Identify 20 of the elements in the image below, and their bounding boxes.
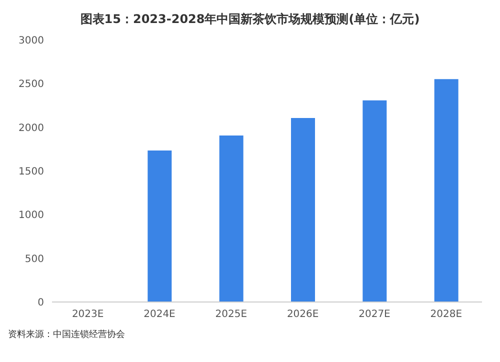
x-tick-label: 2024E bbox=[144, 309, 176, 320]
x-tick-label: 2026E bbox=[286, 309, 319, 320]
x-tick-label: 2023E bbox=[72, 309, 104, 320]
x-tick-label: 2025E bbox=[215, 309, 248, 320]
y-tick-label: 3000 bbox=[18, 36, 44, 47]
text: 资料来源：中国连锁经营协会 bbox=[8, 328, 126, 341]
y-tick-label: 1000 bbox=[18, 210, 44, 222]
x-tick-label: 2028E bbox=[430, 309, 462, 320]
bar bbox=[434, 79, 458, 302]
bar bbox=[291, 118, 315, 302]
y-tick-label: 1500 bbox=[18, 166, 44, 178]
chart-title: 图表15：2023-2028年中国新茶饮市场规模预测(单位：亿元) bbox=[79, 11, 421, 28]
y-tick-label: 2500 bbox=[18, 79, 44, 90]
y-tick-label: 500 bbox=[24, 254, 44, 265]
bar bbox=[362, 100, 387, 302]
bar bbox=[148, 150, 172, 302]
y-tick-label: 2000 bbox=[18, 122, 44, 134]
bar bbox=[219, 135, 244, 302]
y-tick-label: 0 bbox=[38, 298, 44, 309]
x-tick-label: 2027E bbox=[358, 309, 390, 320]
